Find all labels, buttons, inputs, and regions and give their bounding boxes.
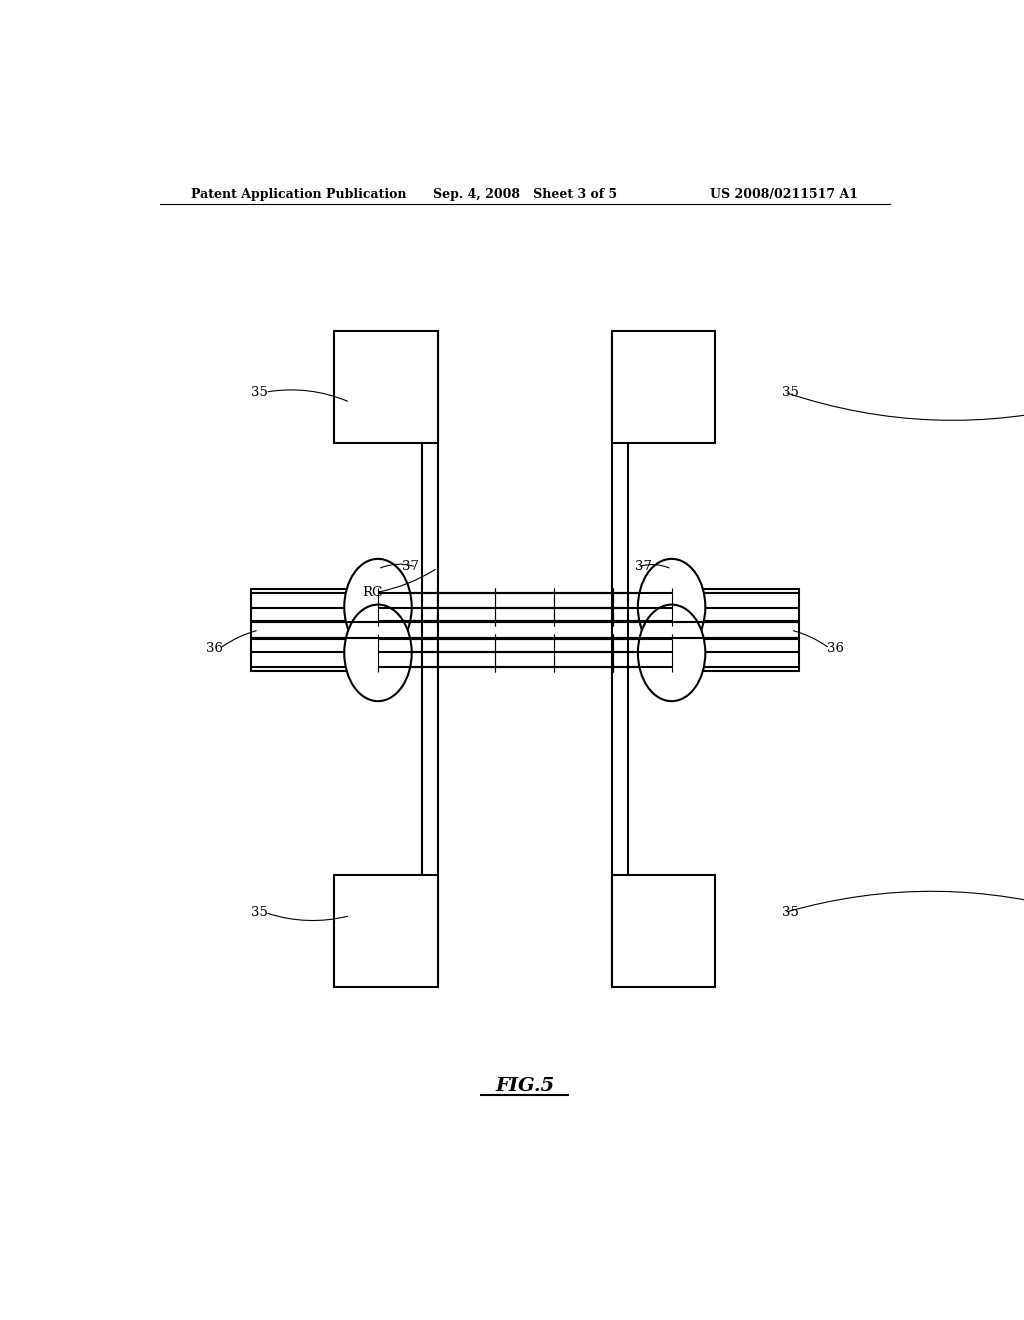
Text: 35: 35 [781,906,799,919]
Text: Sep. 4, 2008   Sheet 3 of 5: Sep. 4, 2008 Sheet 3 of 5 [433,189,616,202]
Text: Patent Application Publication: Patent Application Publication [191,189,407,202]
Text: FIG.5: FIG.5 [496,1077,554,1096]
Text: 36: 36 [826,642,844,655]
Bar [612,331,715,444]
Text: 37: 37 [401,561,419,573]
Text: 35: 35 [781,385,799,399]
Ellipse shape [344,605,412,701]
Text: 36: 36 [206,642,223,655]
Bar [334,875,437,987]
Bar [684,589,799,671]
Text: 37: 37 [635,561,652,573]
Ellipse shape [638,558,706,656]
Bar [251,589,367,671]
Text: 35: 35 [251,385,268,399]
Ellipse shape [638,605,706,701]
Ellipse shape [344,558,412,656]
Text: US 2008/0211517 A1: US 2008/0211517 A1 [710,189,858,202]
Bar [612,875,715,987]
Text: RG: RG [362,586,383,599]
Text: 35: 35 [251,906,268,919]
Bar [334,331,437,444]
